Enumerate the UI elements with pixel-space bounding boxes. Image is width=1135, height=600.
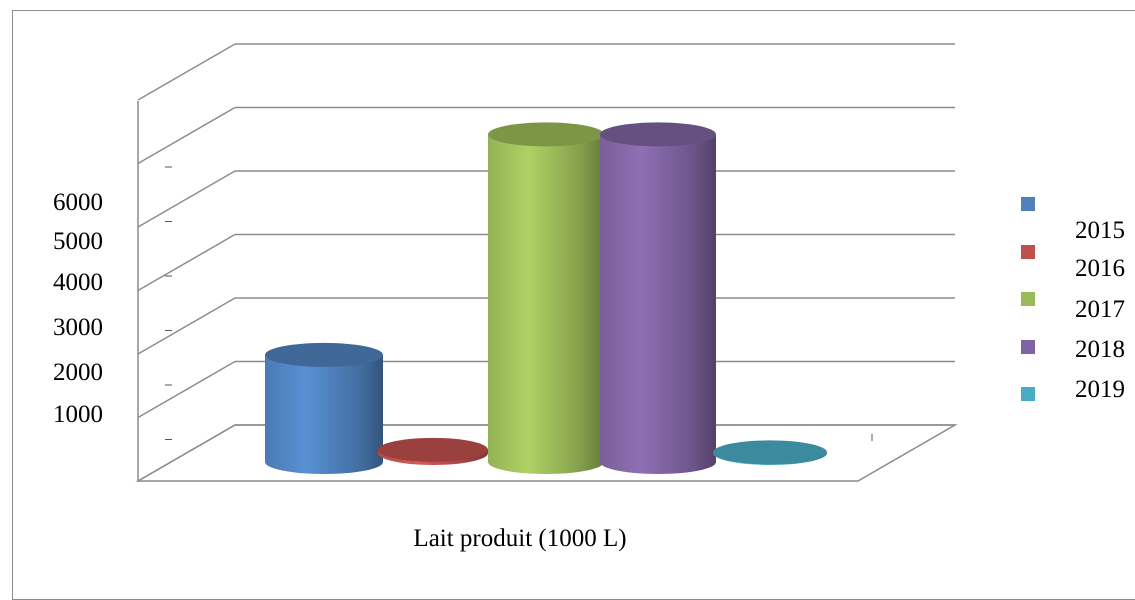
legend-swatch [1021,197,1035,211]
bar-body [488,134,604,474]
bar-2017 [488,122,604,474]
y-axis-ticks: 1000 2000 3000 4000 5000 6000 [53,189,103,428]
legend-label: 2018 [1075,336,1125,363]
bar-top [488,122,604,147]
legend-swatch [1021,245,1035,259]
y-tick-label: 6000 [53,189,103,216]
legend-swatch [1021,387,1035,401]
y-tick-label: 5000 [53,228,103,255]
legend-label: 2016 [1075,255,1125,282]
gridline-side [137,424,236,482]
bar-2015 [265,342,383,474]
bars [265,122,827,474]
bar-2019 [713,440,827,465]
legend-label: 2017 [1075,296,1125,323]
bar-top [378,437,488,462]
bar-top [600,122,716,147]
legend-label: 2019 [1075,376,1125,403]
legend-label: 2015 [1075,217,1125,244]
y-tick-label: 2000 [53,359,103,386]
bar-2018 [600,122,716,474]
gridline-side [137,170,236,228]
bar-top [713,440,827,465]
y-tick-label: 3000 [53,314,103,341]
gridline-side [137,233,236,292]
bar-body [265,354,383,474]
gridline-side [137,297,236,355]
legend-swatch [1021,292,1035,306]
y-tick-label: 4000 [53,269,103,296]
bar-chart: 1000 2000 3000 4000 5000 6000 Lait produit (1… [53,43,1125,552]
gridline-side [137,106,236,165]
bar-body [600,134,716,474]
bar-top [265,342,383,367]
legend: 2015 2016 2017 2018 2019 [1021,197,1125,403]
x-axis-label: Lait produit (1000 L) [413,525,626,552]
gridline-side [137,43,236,101]
y-tick-label: 1000 [53,401,103,428]
legend-swatch [1021,340,1035,354]
gridline-side [137,360,236,419]
bar-2016 [378,437,488,465]
